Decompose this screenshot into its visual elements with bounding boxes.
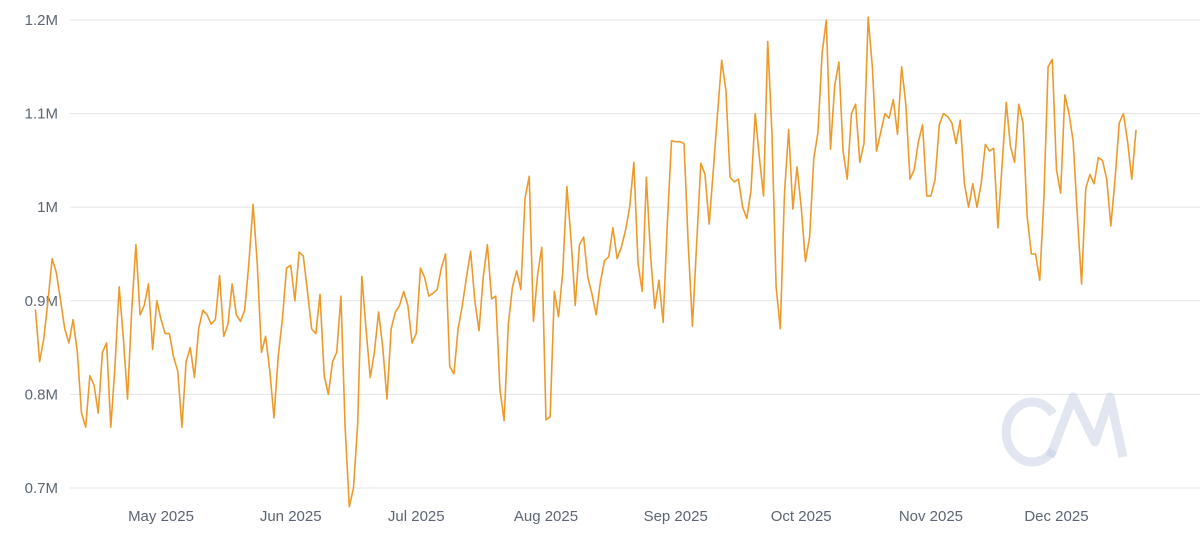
x-tick-label: Aug 2025 (514, 508, 578, 525)
y-tick-label: 0.8M (25, 386, 58, 403)
x-tick-label: Jul 2025 (388, 508, 445, 525)
grid-lines (70, 19, 1200, 489)
series-line (34, 16, 1137, 508)
x-tick-label: Nov 2025 (899, 508, 963, 525)
x-tick-label: Dec 2025 (1024, 508, 1088, 525)
x-tick-label: Jun 2025 (260, 508, 322, 525)
series-group (34, 16, 1137, 508)
x-tick-label: Sep 2025 (644, 508, 708, 525)
x-axis: May 2025 Jun 2025 Jul 2025 Aug 2025 Sep 2025… (128, 508, 1089, 525)
y-tick-label: 1M (37, 199, 58, 216)
y-tick-label: 1.2M (25, 12, 58, 29)
watermark-logo (1001, 392, 1128, 467)
x-tick-label: Oct 2025 (771, 508, 832, 525)
y-tick-label: 1.1M (25, 106, 58, 123)
x-tick-label: May 2025 (128, 508, 194, 525)
y-axis: 0.7M 0.8M 0.9M 1M 1.1M 1.2M (25, 12, 58, 497)
y-tick-label: 0.7M (25, 480, 58, 497)
y-tick-label: 0.9M (25, 293, 58, 310)
watermark-m-stroke (1045, 392, 1128, 459)
watermark-c-stroke (1001, 397, 1057, 467)
